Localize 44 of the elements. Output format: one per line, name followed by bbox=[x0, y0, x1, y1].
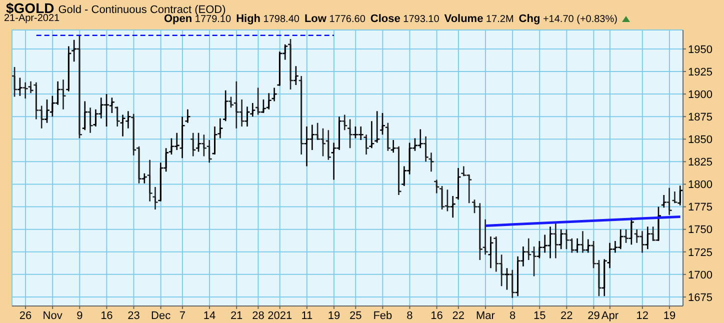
y-tick-label: 1925 bbox=[688, 66, 712, 78]
x-tick-label: 16 bbox=[430, 310, 443, 322]
y-tick-label: 1875 bbox=[688, 111, 712, 124]
text: Close 1793.10 bbox=[370, 13, 440, 25]
x-tick-label: 16 bbox=[100, 310, 113, 322]
text: High 1798.40 bbox=[236, 13, 300, 25]
y-tick-label: 1725 bbox=[688, 246, 712, 259]
x-tick-label: 23 bbox=[128, 310, 140, 322]
y-tick-label: 1825 bbox=[688, 156, 712, 169]
x-tick-label: 7 bbox=[179, 310, 186, 322]
x-tick-label: 8 bbox=[509, 310, 516, 322]
x-tick-label: Nov bbox=[42, 310, 63, 322]
x-tick-label: 9 bbox=[76, 310, 83, 322]
x-tick-label: 22 bbox=[452, 310, 465, 322]
x-tick-label: 15 bbox=[533, 310, 546, 322]
text: Volume 17.2M bbox=[444, 13, 514, 25]
x-tick-label: 21 bbox=[230, 310, 243, 322]
y-tick-label: 1750 bbox=[688, 224, 712, 236]
x-tick-label: Apr bbox=[601, 310, 619, 322]
x-tick-label: 19 bbox=[328, 310, 340, 322]
y-tick-label: 1775 bbox=[688, 202, 712, 214]
x-tick-label: 12 bbox=[636, 310, 649, 322]
y-tick-label: 1900 bbox=[688, 88, 712, 101]
x-tick-label: 25 bbox=[349, 310, 362, 322]
text: Chg +14.70 (+0.83%) bbox=[518, 13, 618, 25]
y-tick-label: 1850 bbox=[688, 134, 712, 146]
text: 21-Apr-2021 bbox=[4, 13, 60, 24]
x-tick-label: 11 bbox=[301, 310, 313, 322]
x-tick-label: 26 bbox=[19, 310, 32, 322]
x-tick-label: 8 bbox=[406, 310, 413, 322]
x-tick-label: 22 bbox=[560, 310, 573, 322]
y-tick-label: 1950 bbox=[688, 44, 712, 56]
x-tick-label: Mar bbox=[476, 310, 496, 322]
y-tick-label: 1700 bbox=[688, 269, 712, 282]
x-tick-label: Dec bbox=[151, 310, 172, 322]
y-tick-label: 1675 bbox=[688, 292, 712, 304]
text: Low 1776.60 bbox=[304, 13, 366, 25]
x-tick-label: 28 bbox=[252, 310, 264, 322]
x-tick-label: Feb bbox=[373, 310, 392, 322]
x-tick-label: 14 bbox=[203, 310, 216, 322]
x-tick-label: 19 bbox=[663, 310, 676, 322]
x-tick-label: 29 bbox=[588, 310, 600, 322]
y-tick-label: 1800 bbox=[688, 179, 712, 192]
x-tick-label: 2021 bbox=[268, 310, 292, 322]
